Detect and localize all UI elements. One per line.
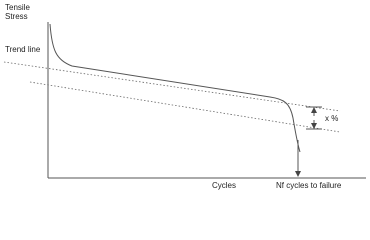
y-label: Tensile [5,3,30,12]
stress-curve [49,23,301,153]
y-label: Stress [5,12,28,21]
diagram: Tensile Stress Trend line x % Cycles Nf … [3,3,366,190]
trend-line-label: Trend line [5,45,41,54]
trend-line [3,61,341,112]
offset-label: x % [325,114,338,123]
failure-label: Nf cycles to failure [276,181,342,190]
x-label: Cycles [212,181,236,190]
offset-line [29,81,341,133]
